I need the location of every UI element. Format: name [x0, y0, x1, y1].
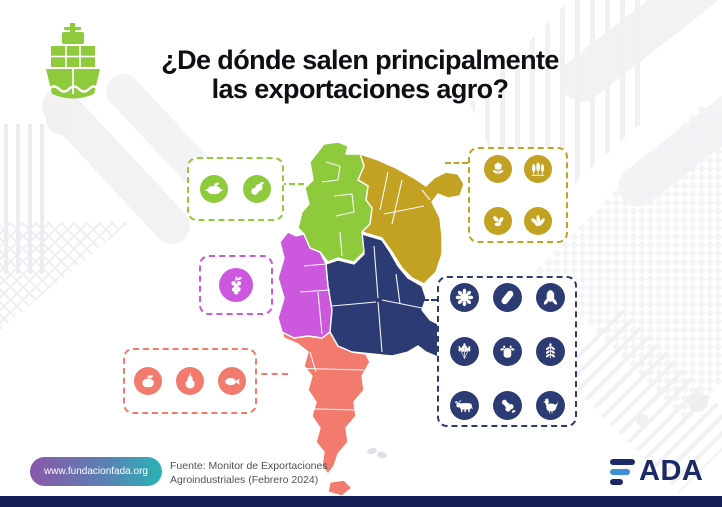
map-region-patagonia: [281, 331, 371, 475]
pampeana-connector-line: [415, 299, 437, 301]
grapes-icon: [219, 268, 253, 302]
decorative-dot: [688, 392, 708, 412]
fish-icon: [218, 367, 246, 395]
patagonia-connector-line: [251, 373, 288, 375]
nea-connector-line: [445, 162, 468, 164]
peanuts-icon: [492, 390, 522, 420]
map-region-tierra-del-fuego: [327, 479, 353, 495]
pampeana-icon-group: [437, 276, 577, 427]
cuyo-icon-group: [199, 255, 273, 315]
cotton-flower-icon: [484, 155, 512, 183]
bottom-navy-bar: [0, 496, 722, 507]
peanut-icon: [243, 175, 271, 203]
lemon-icon: [200, 175, 228, 203]
map-region-noa: [297, 141, 373, 263]
patagonia-icon-group: [123, 348, 257, 414]
sunflower-icon: [449, 283, 479, 313]
nea-icon-group: [468, 147, 568, 243]
noa-icon-group: [187, 157, 284, 221]
fada-logo-f-icon: [610, 458, 635, 485]
islas-malvinas: [367, 447, 377, 455]
title-line-2: las exportaciones agro?: [211, 73, 509, 104]
website-url: www.fundacionfada.org: [44, 466, 148, 477]
title-line-1: ¿De dónde salen principalmente: [161, 45, 559, 75]
islas-malvinas: [377, 451, 387, 459]
decorative-hatch: [0, 222, 130, 347]
grain-plant-icon: [535, 336, 565, 366]
pear-icon: [176, 367, 204, 395]
cuyo-connector-line: [267, 280, 286, 282]
trees-icon: [524, 155, 552, 183]
noa-connector-line: [280, 183, 304, 185]
fada-logo: ADA: [610, 455, 703, 488]
chicken-icon: [535, 390, 565, 420]
province-borders: [279, 161, 431, 411]
source-line-2: Agroindustriales (Febrero 2024): [170, 474, 319, 487]
source-line-1: Fuente: Monitor de Exportaciones: [170, 460, 328, 472]
decorative-dot: [636, 414, 648, 426]
tobacco-icon: [524, 207, 552, 235]
beef-cattle-icon: [449, 390, 479, 420]
page-title: ¿De dónde salen principalmente las expor…: [118, 46, 602, 104]
corn-icon: [535, 283, 565, 313]
apple-icon: [134, 367, 162, 395]
cargo-ship-icon: [46, 23, 100, 99]
decorative-dot: [46, 106, 74, 134]
dairy-cow-icon: [492, 336, 522, 366]
soybean-icon: [492, 283, 522, 313]
wheat-icon: [449, 336, 479, 366]
seeds-icon: [484, 207, 512, 235]
argentina-map: [277, 141, 465, 495]
website-pill-button[interactable]: www.fundacionfada.org: [30, 457, 162, 486]
fada-logo-letters: ADA: [639, 455, 704, 487]
source-note: Fuente: Monitor de Exportaciones Agroind…: [170, 459, 328, 487]
